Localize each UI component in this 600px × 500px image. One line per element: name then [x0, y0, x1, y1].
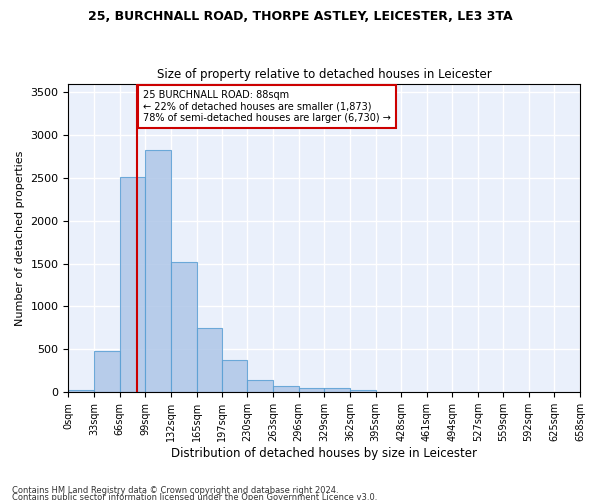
Bar — [350, 390, 376, 392]
Bar — [273, 386, 299, 392]
Bar — [68, 390, 94, 392]
Text: Contains HM Land Registry data © Crown copyright and database right 2024.: Contains HM Land Registry data © Crown c… — [12, 486, 338, 495]
Bar — [120, 177, 145, 392]
Bar — [299, 388, 324, 392]
Text: 25 BURCHNALL ROAD: 88sqm
← 22% of detached houses are smaller (1,873)
78% of sem: 25 BURCHNALL ROAD: 88sqm ← 22% of detach… — [143, 90, 391, 123]
Bar — [247, 380, 273, 392]
Bar — [324, 388, 350, 392]
X-axis label: Distribution of detached houses by size in Leicester: Distribution of detached houses by size … — [171, 447, 477, 460]
Bar — [171, 262, 197, 392]
Bar — [221, 360, 247, 392]
Bar — [94, 351, 120, 392]
Y-axis label: Number of detached properties: Number of detached properties — [15, 150, 25, 326]
Text: 25, BURCHNALL ROAD, THORPE ASTLEY, LEICESTER, LE3 3TA: 25, BURCHNALL ROAD, THORPE ASTLEY, LEICE… — [88, 10, 512, 23]
Bar — [197, 328, 221, 392]
Text: Contains public sector information licensed under the Open Government Licence v3: Contains public sector information licen… — [12, 494, 377, 500]
Title: Size of property relative to detached houses in Leicester: Size of property relative to detached ho… — [157, 68, 491, 81]
Bar — [145, 150, 171, 392]
